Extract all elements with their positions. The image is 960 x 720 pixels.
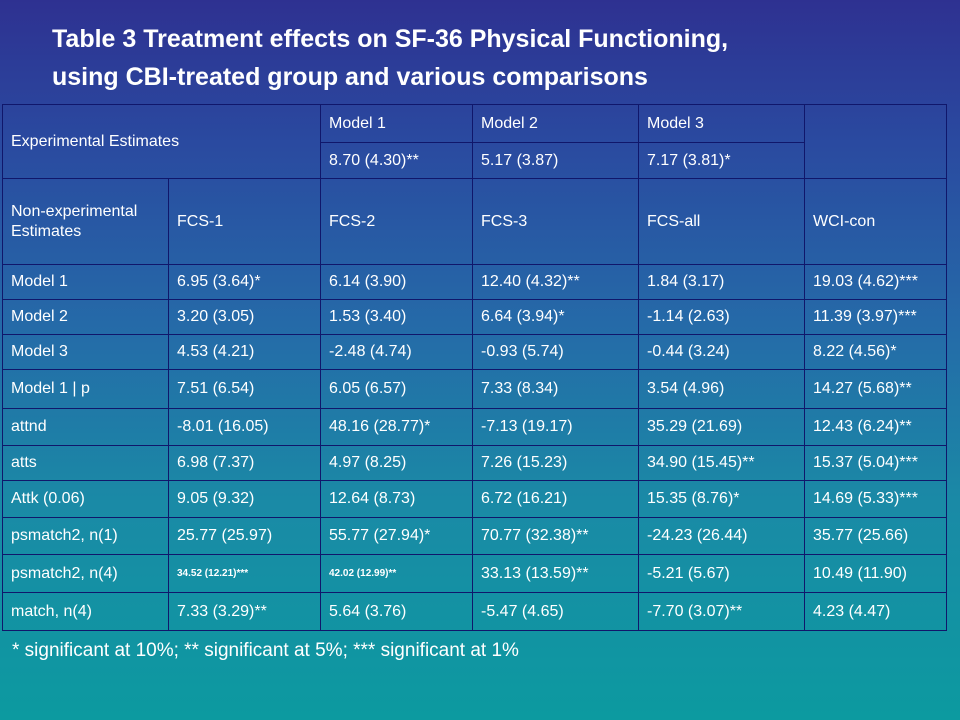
table-row: Model 3 4.53 (4.21) -2.48 (4.74) -0.93 (… xyxy=(2,334,947,370)
table-cell: 34.90 (15.45)** xyxy=(638,445,805,481)
row-label: Model 2 xyxy=(2,299,169,335)
table-cell: 6.05 (6.57) xyxy=(320,369,473,409)
table-cell: 15.35 (8.76)* xyxy=(638,480,805,518)
experimental-value-model-1: 8.70 (4.30)** xyxy=(320,142,473,179)
table-row: attnd -8.01 (16.05) 48.16 (28.77)* -7.13… xyxy=(2,408,947,446)
table-cell: 42.02 (12.99)** xyxy=(320,554,473,593)
table-cell: 35.77 (25.66) xyxy=(804,517,947,555)
column-header-fcs-3: FCS-3 xyxy=(472,178,639,265)
table-cell: 3.20 (3.05) xyxy=(168,299,321,335)
results-table: Experimental Estimates Model 1 Model 2 M… xyxy=(2,104,947,631)
experimental-value-model-2: 5.17 (3.87) xyxy=(472,142,639,179)
table-cell: -7.70 (3.07)** xyxy=(638,592,805,631)
table-cell: 10.49 (11.90) xyxy=(804,554,947,593)
table-cell: 8.22 (4.56)* xyxy=(804,334,947,370)
table-cell: 12.40 (4.32)** xyxy=(472,264,639,300)
table-cell: -5.21 (5.67) xyxy=(638,554,805,593)
table-cell: 55.77 (27.94)* xyxy=(320,517,473,555)
table-header-row: Experimental Estimates Model 1 Model 2 M… xyxy=(2,104,947,179)
slide-title-line-2: using CBI-treated group and various comp… xyxy=(52,63,648,91)
table-cell: 6.98 (7.37) xyxy=(168,445,321,481)
table-cell: 34.52 (12.21)*** xyxy=(168,554,321,593)
table-cell: 6.95 (3.64)* xyxy=(168,264,321,300)
table-row: Model 1 6.95 (3.64)* 6.14 (3.90) 12.40 (… xyxy=(2,264,947,300)
table-cell: -7.13 (19.17) xyxy=(472,408,639,446)
table-cell: 25.77 (25.97) xyxy=(168,517,321,555)
table-row: Model 2 3.20 (3.05) 1.53 (3.40) 6.64 (3.… xyxy=(2,299,947,335)
column-header-wci-con: WCI-con xyxy=(804,178,947,265)
table-cell: -0.44 (3.24) xyxy=(638,334,805,370)
table-cell: -5.47 (4.65) xyxy=(472,592,639,631)
table-cell: 6.14 (3.90) xyxy=(320,264,473,300)
row-label: Model 3 xyxy=(2,334,169,370)
table-cell: 12.64 (8.73) xyxy=(320,480,473,518)
experimental-values-row: 8.70 (4.30)** 5.17 (3.87) 7.17 (3.81)* xyxy=(3,142,947,179)
table-cell: 7.33 (8.34) xyxy=(472,369,639,409)
significance-footnote: * significant at 10%; ** significant at … xyxy=(12,640,519,661)
table-row: atts 6.98 (7.37) 4.97 (8.25) 7.26 (15.23… xyxy=(2,445,947,481)
row-label: atts xyxy=(2,445,169,481)
row-label: attnd xyxy=(2,408,169,446)
table-cell: 19.03 (4.62)*** xyxy=(804,264,947,300)
table-row: psmatch2, n(1) 25.77 (25.97) 55.77 (27.9… xyxy=(2,517,947,555)
column-header-fcs-1: FCS-1 xyxy=(168,178,321,265)
table-cell: -2.48 (4.74) xyxy=(320,334,473,370)
table-cell: 11.39 (3.97)*** xyxy=(804,299,947,335)
column-header-row: Non-experimental Estimates FCS-1 FCS-2 F… xyxy=(2,178,947,265)
column-header-fcs-all: FCS-all xyxy=(638,178,805,265)
row-label: psmatch2, n(4) xyxy=(2,554,169,593)
table-cell: -24.23 (26.44) xyxy=(638,517,805,555)
table-cell: 1.84 (3.17) xyxy=(638,264,805,300)
table-row: Model 1 | p 7.51 (6.54) 6.05 (6.57) 7.33… xyxy=(2,369,947,409)
table-cell: 6.72 (16.21) xyxy=(472,480,639,518)
row-label: Model 1 | p xyxy=(2,369,169,409)
table-cell: -0.93 (5.74) xyxy=(472,334,639,370)
row-label: Model 1 xyxy=(2,264,169,300)
column-header-fcs-2: FCS-2 xyxy=(320,178,473,265)
model-3-header: Model 3 xyxy=(638,104,805,143)
model-1-header: Model 1 xyxy=(320,104,473,143)
table-cell: 35.29 (21.69) xyxy=(638,408,805,446)
table-cell: -1.14 (2.63) xyxy=(638,299,805,335)
row-label: Attk (0.06) xyxy=(2,480,169,518)
table-row: Attk (0.06) 9.05 (9.32) 12.64 (8.73) 6.7… xyxy=(2,480,947,518)
table-cell: 5.64 (3.76) xyxy=(320,592,473,631)
table-cell: 14.27 (5.68)** xyxy=(804,369,947,409)
empty-header-cell xyxy=(804,104,947,179)
slide-title-line-1: Table 3 Treatment effects on SF-36 Physi… xyxy=(52,25,729,53)
table-cell: 4.23 (4.47) xyxy=(804,592,947,631)
experimental-value-model-3: 7.17 (3.81)* xyxy=(638,142,805,179)
table-cell: 14.69 (5.33)*** xyxy=(804,480,947,518)
row-label: psmatch2, n(1) xyxy=(2,517,169,555)
table-cell: 4.53 (4.21) xyxy=(168,334,321,370)
table-row: psmatch2, n(4) 34.52 (12.21)*** 42.02 (1… xyxy=(2,554,947,593)
table-cell: 48.16 (28.77)* xyxy=(320,408,473,446)
model-2-header: Model 2 xyxy=(472,104,639,143)
table-cell: 6.64 (3.94)* xyxy=(472,299,639,335)
table-cell: 9.05 (9.32) xyxy=(168,480,321,518)
table-cell: 7.33 (3.29)** xyxy=(168,592,321,631)
table-cell: 12.43 (6.24)** xyxy=(804,408,947,446)
slide-title: Table 3 Treatment effects on SF-36 Physi… xyxy=(52,20,942,96)
experimental-estimates-label: Experimental Estimates xyxy=(2,104,321,179)
table-cell: 3.54 (4.96) xyxy=(638,369,805,409)
table-cell: -8.01 (16.05) xyxy=(168,408,321,446)
table-cell: 33.13 (13.59)** xyxy=(472,554,639,593)
table-cell: 7.26 (15.23) xyxy=(472,445,639,481)
table-cell: 15.37 (5.04)*** xyxy=(804,445,947,481)
non-experimental-estimates-label: Non-experimental Estimates xyxy=(2,178,169,265)
table-cell: 70.77 (32.38)** xyxy=(472,517,639,555)
table-cell: 4.97 (8.25) xyxy=(320,445,473,481)
table-row: match, n(4) 7.33 (3.29)** 5.64 (3.76) -5… xyxy=(2,592,947,631)
row-label: match, n(4) xyxy=(2,592,169,631)
table-cell: 1.53 (3.40) xyxy=(320,299,473,335)
table-cell: 7.51 (6.54) xyxy=(168,369,321,409)
